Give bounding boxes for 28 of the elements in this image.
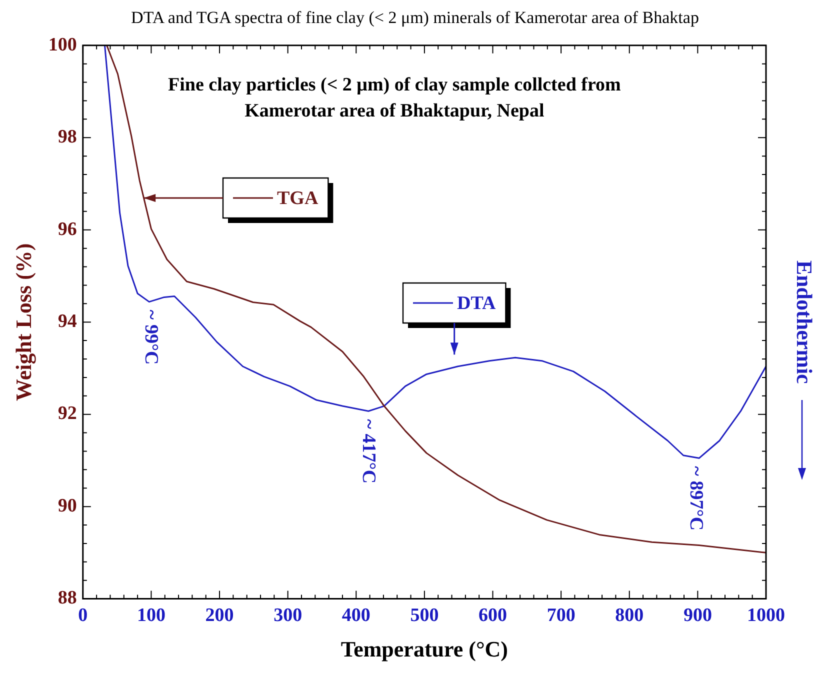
x-tick-label: 800 xyxy=(615,605,644,626)
x-axis-title: Temperature (°C) xyxy=(340,636,508,662)
y-tick-label: 94 xyxy=(58,311,78,332)
annotation: ~ 417°C xyxy=(358,419,379,484)
x-tick-label: 100 xyxy=(136,605,166,626)
x-tick-label: 600 xyxy=(478,605,508,626)
x-tick-label: 0 xyxy=(78,605,88,626)
legend-label: DTA xyxy=(457,292,496,314)
x-tick-label: 700 xyxy=(546,605,576,626)
legend-label: TGA xyxy=(277,188,318,209)
x-tick-label: 200 xyxy=(205,605,234,626)
x-tick-label: 900 xyxy=(683,605,712,626)
annotation: ~ 99°C xyxy=(140,310,162,365)
x-tick-label: 300 xyxy=(274,605,302,626)
y-tick-label: 98 xyxy=(58,126,77,148)
y-tick-label: 88 xyxy=(58,588,77,609)
x-tick-label: 400 xyxy=(342,605,370,626)
text: Fine clay particles (< 2 μm) of clay sample collcted from Kamerotar area of Bhaktapur, Nepal xyxy=(168,74,622,122)
y2-axis-title: Endothermic xyxy=(792,260,818,384)
y-axis-title: Weight Loss (%) xyxy=(10,243,36,401)
y-tick-label: 90 xyxy=(58,495,77,516)
y-tick-label: 96 xyxy=(58,218,77,240)
y-tick-label: 100 xyxy=(48,34,77,56)
text: DTA and TGA spectra of fine clay (< 2 μm) minerals of Kamerotar area of Bhaktap xyxy=(130,8,700,28)
x-tick-label: 500 xyxy=(410,605,439,626)
y-tick-label: 92 xyxy=(58,403,77,424)
x-tick-label: 1000 xyxy=(747,605,785,626)
annotation: ~ 897°C xyxy=(686,466,707,531)
